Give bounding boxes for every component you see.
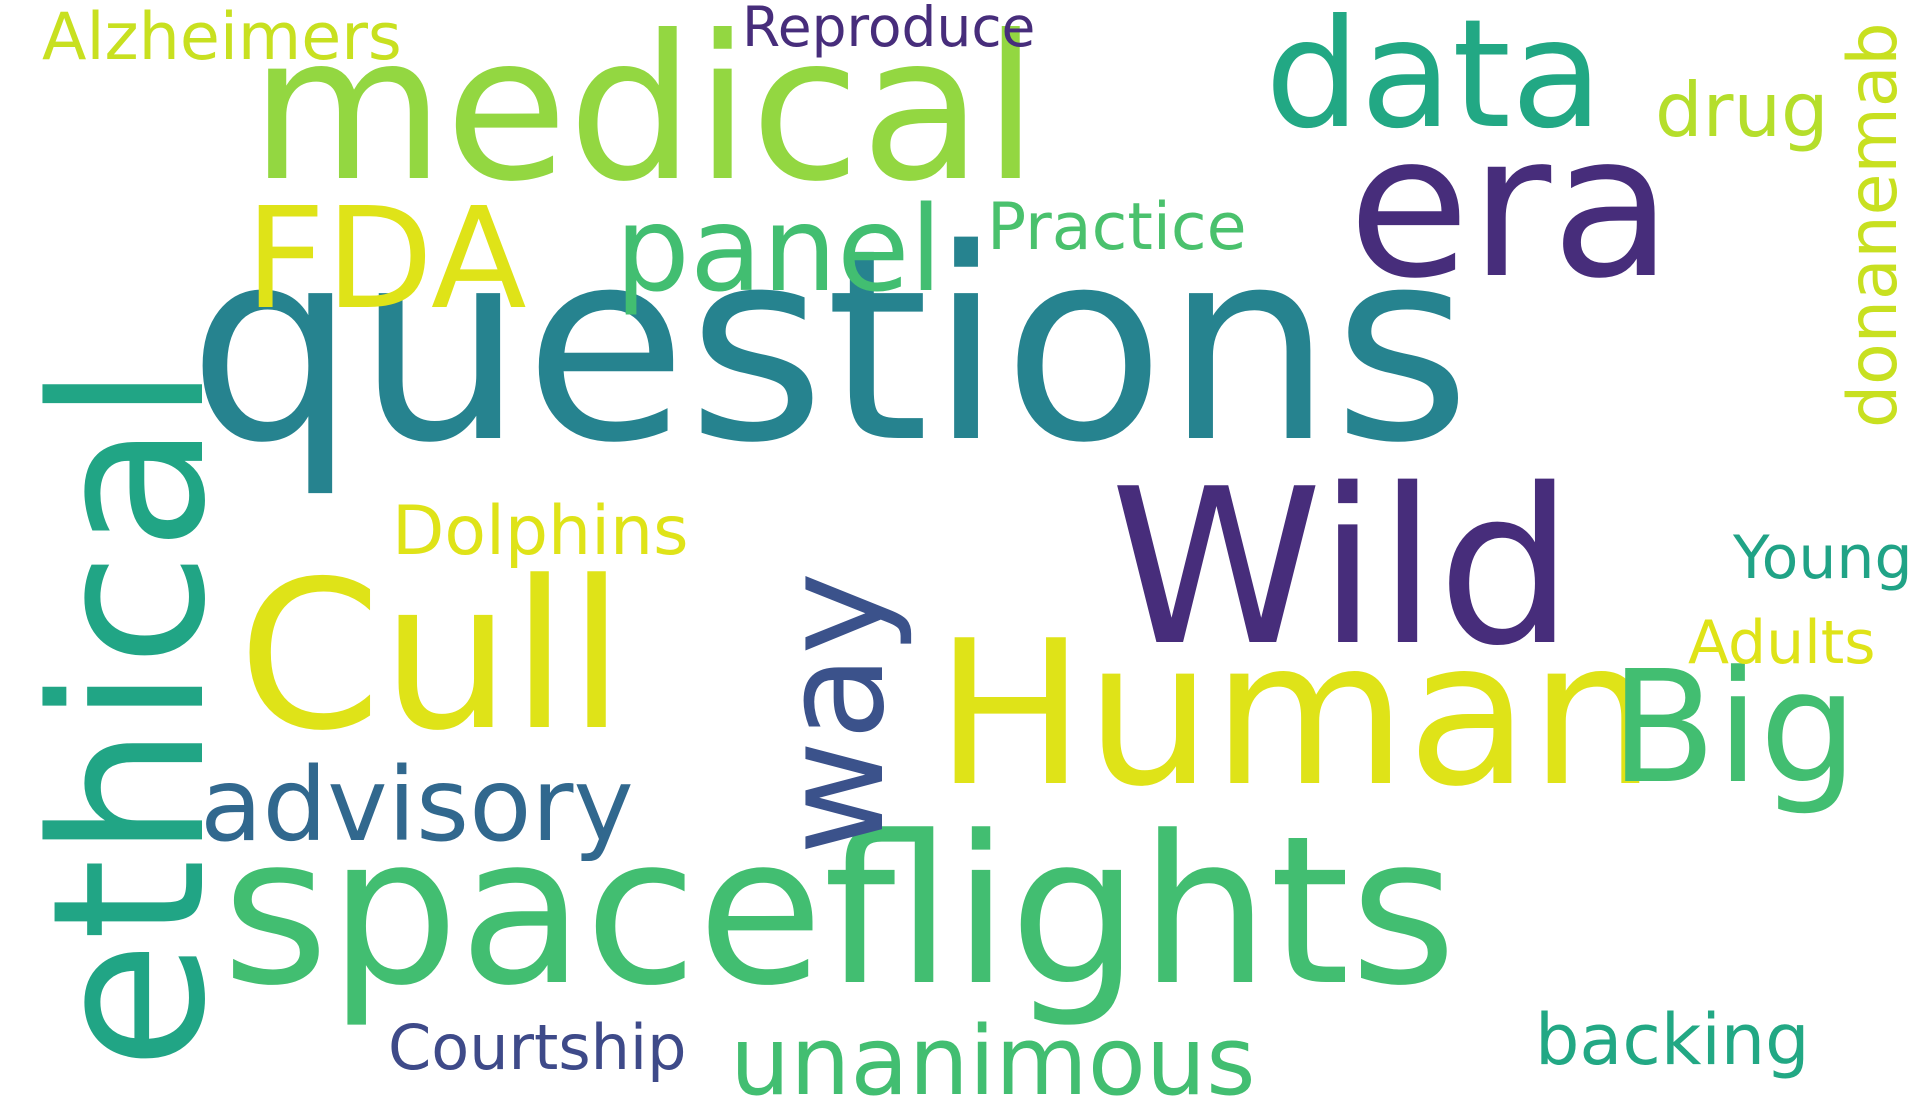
word-fda: FDA [245,178,527,341]
word-questions: questions [188,193,1471,501]
word-courtship: Courtship [388,1011,687,1084]
word-reproduce: Reproduce [742,0,1036,59]
word-data: data [1265,0,1603,162]
word-panel: panel [615,180,943,318]
word-adults: Adults [1688,608,1876,678]
word-cull: Cull [238,538,625,776]
word-big: Big [1610,637,1858,818]
word-unanimous: unanimous [730,1007,1256,1117]
word-wild: Wild [1110,442,1574,693]
word-ethical: ethical [7,364,252,1070]
word-cloud: questions spaceflights medical Cull Huma… [7,0,1913,1110]
word-advisory: advisory [200,746,634,865]
word-way: way [753,571,916,855]
word-donanemab: donanemab [1834,22,1913,428]
word-practice: Practice [987,190,1247,265]
word-alzheimers: Alzheimers [42,0,402,75]
word-dolphins: Dolphins [392,492,689,571]
word-era: era [1348,91,1673,322]
word-drug: drug [1655,66,1829,154]
word-spaceflights: spaceflights [222,793,1457,1031]
word-human: Human [935,598,1657,831]
word-young: Young [1733,523,1913,593]
word-backing: backing [1535,999,1810,1081]
word-medical: medical [250,0,1039,226]
